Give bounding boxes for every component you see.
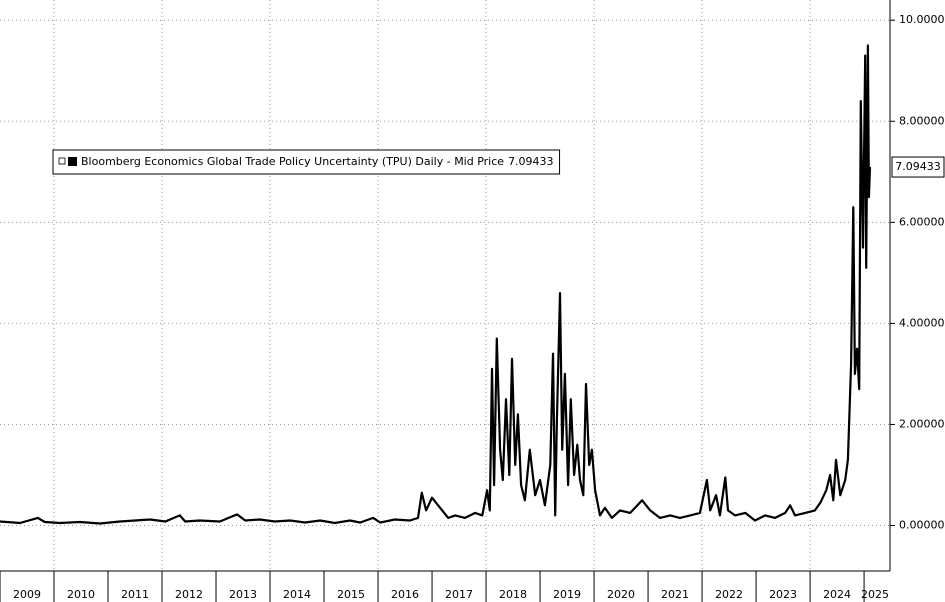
x-tick-label: 2025 [861,588,889,601]
x-tick-label: 2013 [229,588,257,601]
last-value-box [891,156,945,178]
x-tick-label: 2024 [823,588,851,601]
y-tick-label: 8.00000 [899,114,945,127]
x-tick-label: 2020 [607,588,635,601]
x-tick-label: 2015 [337,588,365,601]
line [0,44,872,525]
y-tick-label: 0.00000 [899,519,945,532]
x-tick-label: 2009 [13,588,41,601]
legend-label: Bloomberg Economics Global Trade Policy … [81,155,504,168]
last-value-label: 7.09433 [895,160,941,173]
x-tick-label: 2019 [553,588,581,601]
x-tick-label: 2011 [121,588,149,601]
legend-swatch [68,157,77,166]
y-tick-label: 10.00000 [899,13,945,26]
x-tick-label: 2017 [445,588,473,601]
y-tick-label: 6.00000 [899,215,945,228]
y-tick-label: 2.00000 [899,417,945,430]
legend-toggle [58,157,66,165]
legend: Bloomberg Economics Global Trade Policy … [52,149,561,175]
legend-box [52,149,561,175]
x-tick-label: 2016 [391,588,419,601]
x-tick-label: 2014 [283,588,311,601]
x-tick-label: 2023 [769,588,797,601]
x-tick-label: 2010 [67,588,95,601]
x-tick-label: 2021 [661,588,689,601]
y-tick-label: 4.00000 [899,316,945,329]
x-tick-label: 2022 [715,588,743,601]
legend-last-value: 7.09433 [508,155,554,168]
x-tick-label: 2018 [499,588,527,601]
x-tick-label: 2012 [175,588,203,601]
